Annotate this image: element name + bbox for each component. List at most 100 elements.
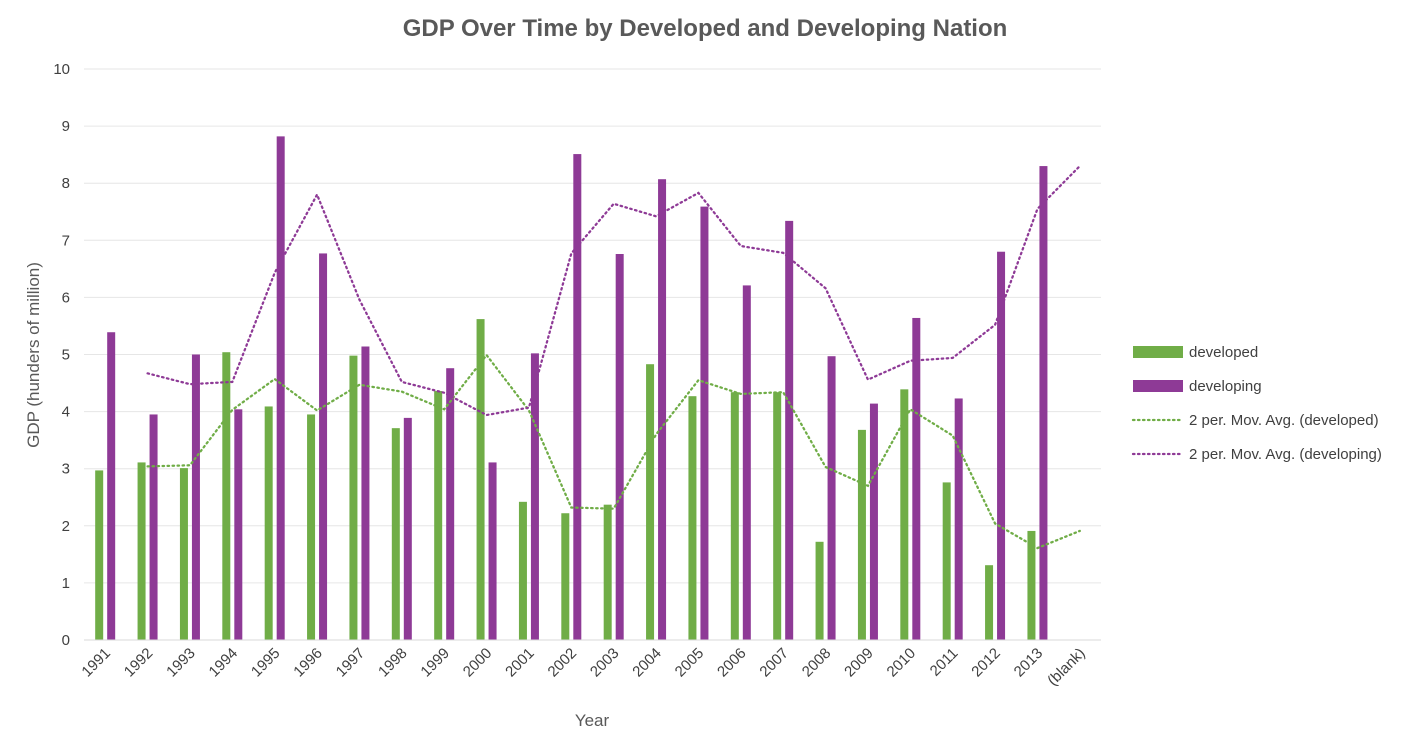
bar-developing-2008 [827, 356, 836, 640]
y-tick-label: 4 [62, 404, 70, 421]
bar-developed-1999 [434, 391, 443, 640]
legend-label: developing [1189, 378, 1262, 395]
legend-label: 2 per. Mov. Avg. (developing) [1189, 446, 1382, 463]
x-tick-label: 1995 [248, 645, 284, 681]
x-tick-label: 2012 [968, 645, 1004, 681]
y-tick-label: 0 [62, 632, 70, 649]
x-tick-label: 1993 [163, 645, 199, 681]
bar-developing-2004 [658, 179, 667, 640]
bar-developed-2011 [942, 482, 951, 640]
bar-developed-1994 [222, 352, 231, 640]
bar-developed-2002 [561, 513, 570, 640]
bar-developing-1997 [361, 346, 370, 640]
chart-title: GDP Over Time by Developed and Developin… [403, 15, 1008, 42]
bar-developing-1999 [446, 368, 455, 640]
x-tick-label: 2004 [629, 645, 665, 681]
x-tick-label: 2007 [756, 645, 792, 681]
gridlines [84, 68, 1101, 584]
x-tick-label: 2013 [1011, 645, 1047, 681]
x-tick-label: 1994 [206, 645, 242, 681]
bar-developed-2005 [688, 396, 697, 640]
x-tick-label: 2005 [672, 645, 708, 681]
bar-developing-1996 [319, 253, 328, 641]
x-tick-label: 1991 [78, 645, 114, 681]
bar-developing-2010 [912, 317, 921, 640]
x-tick-label: 2010 [884, 645, 920, 681]
y-tick-label: 8 [62, 175, 70, 192]
x-tick-label: 2009 [841, 645, 877, 681]
bar-developed-2010 [900, 389, 909, 640]
bar-developed-1998 [391, 428, 400, 640]
x-axis-title: Year [575, 711, 610, 730]
bar-developing-1993 [191, 354, 200, 640]
bar-developing-1994 [234, 409, 243, 640]
y-tick-label: 3 [62, 461, 70, 478]
legend-label: developed [1189, 344, 1258, 361]
bar-developing-1991 [107, 332, 116, 640]
y-axis-ticks: 0 1 2 3 4 5 6 7 8 9 10 [53, 61, 70, 649]
y-tick-label: 9 [62, 118, 70, 135]
y-tick-label: 10 [53, 61, 70, 78]
y-tick-label: 1 [62, 575, 70, 592]
x-tick-label: 2006 [714, 645, 750, 681]
x-tick-label: 2002 [545, 645, 581, 681]
bar-developed-2004 [646, 364, 655, 640]
legend-label: 2 per. Mov. Avg. (developed) [1189, 412, 1379, 429]
bar-developing-2013 [1039, 166, 1048, 640]
bar-developing-2012 [997, 251, 1006, 640]
bar-developed-2008 [815, 541, 824, 640]
bar-developed-1991 [95, 470, 104, 640]
bar-developed-2013 [1027, 530, 1036, 640]
x-tick-label: 1999 [417, 645, 453, 681]
bar-developed-1995 [264, 406, 273, 640]
x-tick-label: (blank) [1044, 645, 1088, 689]
legend: developed developing 2 per. Mov. Avg. (dev… [1131, 344, 1382, 463]
bar-developed-1992 [137, 462, 146, 640]
x-tick-label: 1998 [375, 645, 411, 681]
bar-developing-2009 [869, 403, 878, 640]
bar-developing-1992 [149, 414, 158, 640]
bar-developing-2011 [954, 398, 963, 640]
legend-swatch [1133, 380, 1183, 392]
bar-developing-2007 [785, 220, 794, 641]
bar-developed-1997 [349, 355, 358, 640]
bar-developing-2005 [700, 206, 709, 640]
bar-developing-2000 [488, 462, 497, 640]
x-tick-label: 1996 [290, 645, 326, 681]
x-tick-label: 2000 [460, 645, 496, 681]
bar-developed-1996 [307, 414, 316, 640]
bar-developed-2007 [773, 392, 782, 640]
legend-swatch [1133, 346, 1183, 358]
bar-developed-2012 [985, 565, 994, 640]
bar-developing-2003 [615, 254, 624, 640]
bar-developing-2002 [573, 154, 582, 641]
bar-developed-1993 [179, 468, 188, 640]
x-tick-label: 2011 [927, 645, 962, 680]
line-2-per-mov-avg-developing [146, 164, 1081, 417]
bar-developing-2001 [530, 353, 539, 640]
y-tick-label: 7 [62, 232, 70, 249]
bars [95, 136, 1048, 641]
y-tick-label: 5 [62, 347, 70, 364]
x-tick-label: 1992 [121, 645, 157, 681]
bar-developed-2000 [476, 319, 485, 640]
x-axis-ticks: 1991 1992 1993 1994 1995 1996 1997 1998 1999 2000… [78, 645, 1088, 689]
bar-developed-2009 [857, 429, 866, 640]
y-tick-label: 2 [62, 518, 70, 535]
bar-developed-2006 [730, 392, 739, 640]
y-axis-title: GDP (hunders of million) [24, 262, 43, 448]
bar-developing-1995 [276, 136, 285, 641]
x-tick-label: 2008 [799, 645, 835, 681]
line-2-per-mov-avg-developed [146, 353, 1081, 550]
x-tick-label: 1997 [333, 645, 369, 681]
bar-developed-2003 [603, 504, 612, 640]
bar-developing-2006 [742, 285, 751, 640]
x-tick-label: 2003 [587, 645, 623, 681]
x-tick-label: 2001 [502, 645, 538, 681]
bar-developing-1998 [403, 417, 412, 640]
y-tick-label: 6 [62, 289, 70, 306]
bar-developed-2001 [518, 501, 527, 640]
moving-average-lines [146, 164, 1081, 550]
